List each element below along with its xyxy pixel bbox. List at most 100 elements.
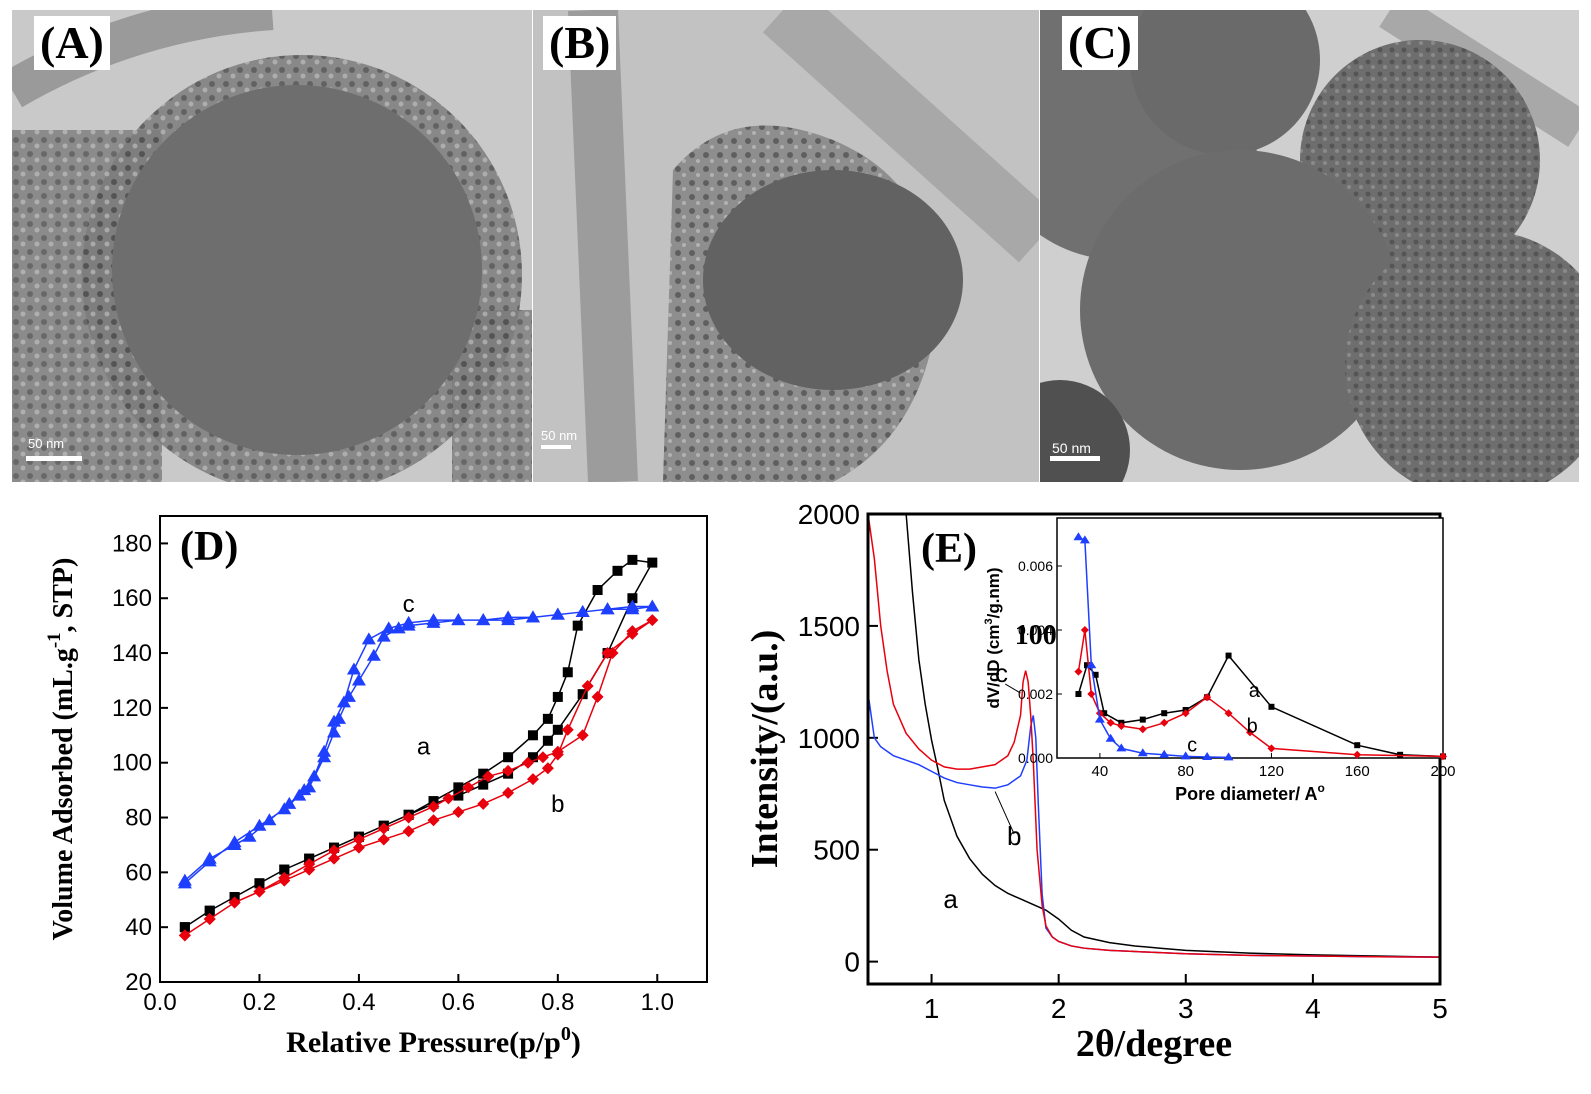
series-annotation-b: b xyxy=(551,791,564,818)
data-point-b xyxy=(427,814,440,827)
data-point-c xyxy=(550,607,565,620)
inset-data-point-c xyxy=(1180,751,1191,760)
x-tick-label: 4 xyxy=(1305,993,1321,1024)
tem-image-b: (B) 50 nm xyxy=(533,10,1039,482)
data-point-c xyxy=(327,725,342,738)
data-point-b xyxy=(377,822,390,835)
inset-data-point-c xyxy=(1202,752,1213,761)
inset-data-point-b xyxy=(1138,725,1147,734)
data-point-b xyxy=(526,773,539,786)
inset-data-point-b xyxy=(1080,626,1089,634)
data-point-c xyxy=(381,621,396,634)
y-tick-label: 20 xyxy=(125,969,152,996)
data-point-c xyxy=(575,604,590,617)
x-tick-label: 1.0 xyxy=(641,989,674,1016)
inset-data-point-a xyxy=(1092,671,1099,678)
y-tick-label: 80 xyxy=(125,805,152,832)
inset-chart: 40 80 120 160 200 0.000 0.002 0.004 0.006 Pore di… xyxy=(983,517,1456,804)
inset-data-point-c xyxy=(1116,743,1127,752)
annotation-leader-c xyxy=(1005,683,1021,694)
series-annotation-a: a xyxy=(417,733,431,760)
inset-data-point-c xyxy=(1137,748,1148,757)
data-point-c xyxy=(317,744,332,757)
x-tick-label: 0.0 xyxy=(143,989,176,1016)
data-point-c xyxy=(327,714,342,727)
x-axis-label: 2θ/degree xyxy=(1076,1023,1232,1065)
inset-annotation-a: a xyxy=(1249,680,1261,702)
data-point-c xyxy=(625,599,640,612)
inset-data-point-b xyxy=(1106,718,1115,727)
data-point-b xyxy=(377,833,390,846)
xrd-chart: 1 2 3 4 5 0 500 1000 1500 2000 2θ/degree Intensity/… xyxy=(744,499,1456,1065)
inset-data-point-b xyxy=(1203,693,1212,702)
data-point-b xyxy=(328,844,341,857)
inset-data-point-b xyxy=(1117,722,1126,730)
inset-data-point-c xyxy=(1079,535,1090,544)
series-annotation-a: a xyxy=(943,884,958,914)
data-point-b xyxy=(442,792,455,805)
inset-y-axis-label: dV/dD (cm3/g.nm) xyxy=(983,567,1003,708)
data-point-b xyxy=(402,811,415,824)
x-tick-label: 2 xyxy=(1051,993,1067,1024)
inset-data-point-a xyxy=(1101,710,1108,717)
data-point-a xyxy=(552,724,563,735)
inset-data-point-a xyxy=(1084,662,1091,669)
y-tick-label: 500 xyxy=(813,835,860,866)
y-tick-label: 180 xyxy=(112,530,152,557)
data-point-c xyxy=(177,873,192,886)
data-point-a xyxy=(552,691,563,702)
data-point-c xyxy=(361,632,376,645)
data-point-a xyxy=(592,585,603,596)
data-point-c xyxy=(307,769,322,782)
data-point-b xyxy=(203,912,216,925)
inset-data-point-a xyxy=(1354,742,1361,749)
data-point-b xyxy=(591,690,604,703)
inset-data-point-c xyxy=(1223,752,1234,761)
data-point-c xyxy=(401,615,416,628)
data-point-a xyxy=(279,864,290,875)
panel-label-a: (A) xyxy=(34,16,110,70)
data-point-a xyxy=(572,620,583,631)
data-point-b xyxy=(178,929,191,942)
data-point-c xyxy=(366,648,381,661)
data-point-c xyxy=(501,613,516,626)
annotation-leader-b xyxy=(994,791,1015,835)
data-point-b xyxy=(502,786,515,799)
inset-annotation-c: c xyxy=(1187,735,1197,757)
data-point-c xyxy=(297,783,312,796)
data-point-c xyxy=(476,613,491,626)
inset-data-point-b xyxy=(1160,718,1169,727)
x-tick-label: 0.6 xyxy=(442,989,475,1016)
y-tick-label: 1000 xyxy=(798,723,860,754)
inset-frame xyxy=(1056,517,1444,759)
inset-data-point-b xyxy=(1246,728,1254,737)
data-point-b xyxy=(402,825,415,838)
data-point-c xyxy=(242,829,257,842)
data-point-b xyxy=(352,841,365,854)
panel-label-d: (D) xyxy=(180,524,238,570)
data-point-a xyxy=(627,554,638,565)
data-point-a xyxy=(478,768,489,779)
data-point-b xyxy=(482,770,495,783)
inset-data-point-c xyxy=(1159,749,1170,758)
inset-data-point-b xyxy=(1087,690,1096,698)
data-point-c xyxy=(376,629,391,642)
data-point-b xyxy=(536,751,549,764)
inset-series-line-a xyxy=(1077,654,1444,758)
data-point-a xyxy=(453,790,464,801)
data-point-b xyxy=(626,625,639,638)
data-point-a xyxy=(179,922,190,933)
data-point-a xyxy=(627,593,638,604)
data-point-b xyxy=(561,723,574,736)
inset-data-point-c xyxy=(1094,714,1105,723)
inset-data-point-c xyxy=(1073,532,1084,541)
y-tick-label: 0 xyxy=(844,947,860,978)
data-point-c xyxy=(451,613,466,626)
data-point-b xyxy=(352,833,365,846)
data-point-b xyxy=(253,885,266,898)
data-point-a xyxy=(453,782,464,793)
y-tick-label: 60 xyxy=(125,859,152,886)
x-tick-label: 0.2 xyxy=(243,989,276,1016)
y-tick-label: 40 xyxy=(125,914,152,941)
inset-x-tick-label: 120 xyxy=(1259,763,1284,780)
